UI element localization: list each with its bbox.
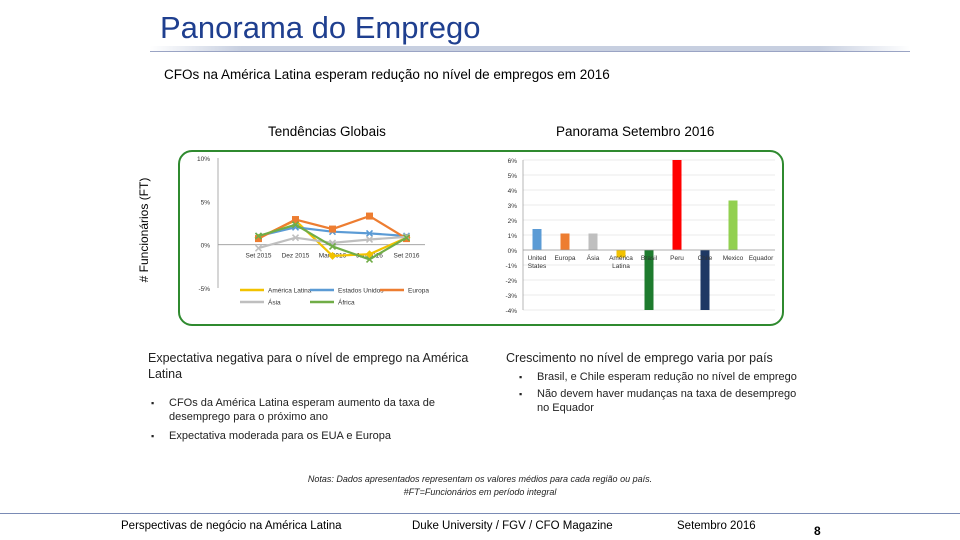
data-point (366, 212, 373, 220)
y-tick-label: 10% (197, 156, 210, 163)
x-tick-label-line: Equador (749, 255, 774, 262)
y-tick-label: -4% (505, 308, 517, 314)
x-tick-label-line: States (528, 263, 547, 270)
x-tick-label: Chile (698, 255, 713, 262)
y-tick-label: 3% (508, 203, 518, 210)
data-point (365, 250, 374, 259)
data-point (329, 225, 336, 233)
right-block-title: Crescimento no nível de emprego varia po… (506, 351, 773, 365)
left-text-block: Expectativa negativa para o nível de emp… (148, 350, 470, 448)
bar-chart-title: Panorama Setembro 2016 (556, 124, 715, 139)
list-item: ▪ Não devem haver mudanças na taxa de des… (519, 388, 797, 414)
page-subtitle: CFOs na América Latina esperam redução n… (164, 67, 610, 82)
legend-label: Ásia (268, 298, 281, 307)
data-point (328, 242, 337, 250)
x-tick-label: United States (528, 255, 547, 270)
y-tick-label: 0% (508, 248, 518, 255)
y-tick-label: 5% (508, 173, 518, 180)
x-tick-label: Set 2016 (393, 253, 419, 260)
bar-chart: 6% 5% 4% 3% 2% 1% 0% -1% -2% -3% -4% United States Eu… (505, 158, 775, 314)
y-axis-label: # Funcionários (FT) (137, 177, 151, 283)
footer-center: Duke University / FGV / CFO Magazine (412, 520, 613, 532)
data-point (291, 221, 300, 229)
y-tick-label: -5% (198, 286, 210, 293)
note-line: #FT=Funcionários em período integral (403, 487, 557, 497)
x-tick-label: Europa (555, 255, 576, 262)
title-divider (150, 46, 910, 52)
y-tick-label: 1% (508, 233, 518, 240)
left-block-title: Expectativa negativa para o nível de emp… (148, 351, 469, 381)
data-point (291, 234, 300, 242)
data-point (255, 235, 262, 243)
bar (728, 200, 738, 250)
bar (560, 233, 570, 250)
line-chart-title: Tendências Globais (268, 124, 386, 139)
bar (644, 250, 654, 310)
y-tick-label: -3% (505, 293, 517, 300)
data-point (292, 216, 299, 224)
note-line: Notas: Dados apresentados representam os… (307, 474, 653, 484)
right-bullet-list: ▪ Brasil, e Chile esperam redução no níve… (516, 370, 806, 415)
y-tick-label: 6% (508, 158, 518, 165)
legend-label: Estados Unidos (338, 288, 384, 295)
legend-label: África (338, 298, 355, 307)
square-bullet-icon: ▪ (151, 398, 155, 408)
x-tick-label-line: Europa (555, 255, 576, 262)
data-point (328, 251, 337, 260)
square-bullet-icon: ▪ (519, 372, 523, 382)
x-tick-label: América Latina (609, 255, 633, 270)
x-tick-label: Dez 2015 (282, 253, 310, 260)
footer-left: Perspectivas de negócio na América Latin… (121, 520, 342, 532)
x-tick-label: Equador (749, 255, 774, 262)
list-item: ▪ Expectativa moderada para os EUA e Euro… (151, 430, 391, 442)
y-tick-label: 0% (201, 243, 211, 250)
data-point (365, 229, 374, 237)
data-point (254, 232, 263, 240)
x-tick-label-line: Chile (698, 255, 713, 262)
x-tick-label-line: Ásia (587, 253, 600, 262)
x-tick-label-line: United (528, 255, 547, 262)
bar (588, 233, 598, 250)
x-tick-label: Mexico (723, 255, 744, 262)
x-tick-label: Brasil (641, 255, 658, 262)
x-tick-label-line: Mexico (723, 255, 744, 262)
data-point (365, 255, 374, 263)
x-tick-label-line: Peru (670, 255, 684, 262)
square-bullet-icon: ▪ (519, 389, 523, 399)
legend-label: Europa (408, 288, 429, 295)
x-tick-label-line: Latina (612, 263, 630, 270)
title-underline (150, 51, 910, 52)
footer-divider (0, 513, 960, 514)
y-tick-label: 4% (508, 188, 518, 195)
x-tick-label: Set 2015 (245, 253, 271, 260)
y-tick-label: -2% (505, 278, 517, 285)
data-point (365, 235, 374, 244)
bar (700, 250, 710, 310)
y-tick-label: 2% (508, 218, 518, 225)
x-tick-label: Peru (670, 255, 684, 262)
list-item: ▪ Brasil, e Chile esperam redução no níve… (519, 371, 797, 383)
list-item: ▪ CFOs da América Latina esperam aumento … (151, 397, 435, 423)
left-bullet-list: ▪ CFOs da América Latina esperam aumento … (148, 396, 470, 443)
bar (616, 250, 626, 258)
footer-right: Setembro 2016 (677, 520, 756, 532)
legend-label: América Latina (268, 288, 312, 295)
page-title: Panorama do Emprego (160, 10, 481, 45)
line-chart: 10%5%0%-5%Set 2015 Dez 2015 Mar 2016 Jun 20… (197, 156, 429, 307)
square-bullet-icon: ▪ (151, 431, 155, 441)
data-point (402, 234, 411, 242)
y-tick-label: -1% (505, 263, 517, 270)
right-text-block: Crescimento no nível de emprego varia po… (506, 350, 806, 420)
data-point (254, 244, 263, 252)
bar (532, 229, 542, 250)
x-tick-label-line: América (609, 255, 633, 262)
x-tick-label: Ásia (587, 253, 600, 262)
page-number: 8 (814, 524, 821, 538)
y-tick-label: 5% (201, 199, 211, 206)
bar (672, 160, 682, 250)
x-tick-label-line: Brasil (641, 255, 658, 262)
notes: Notas: Dados apresentados representam os… (270, 473, 690, 499)
charts-panel (178, 150, 784, 326)
